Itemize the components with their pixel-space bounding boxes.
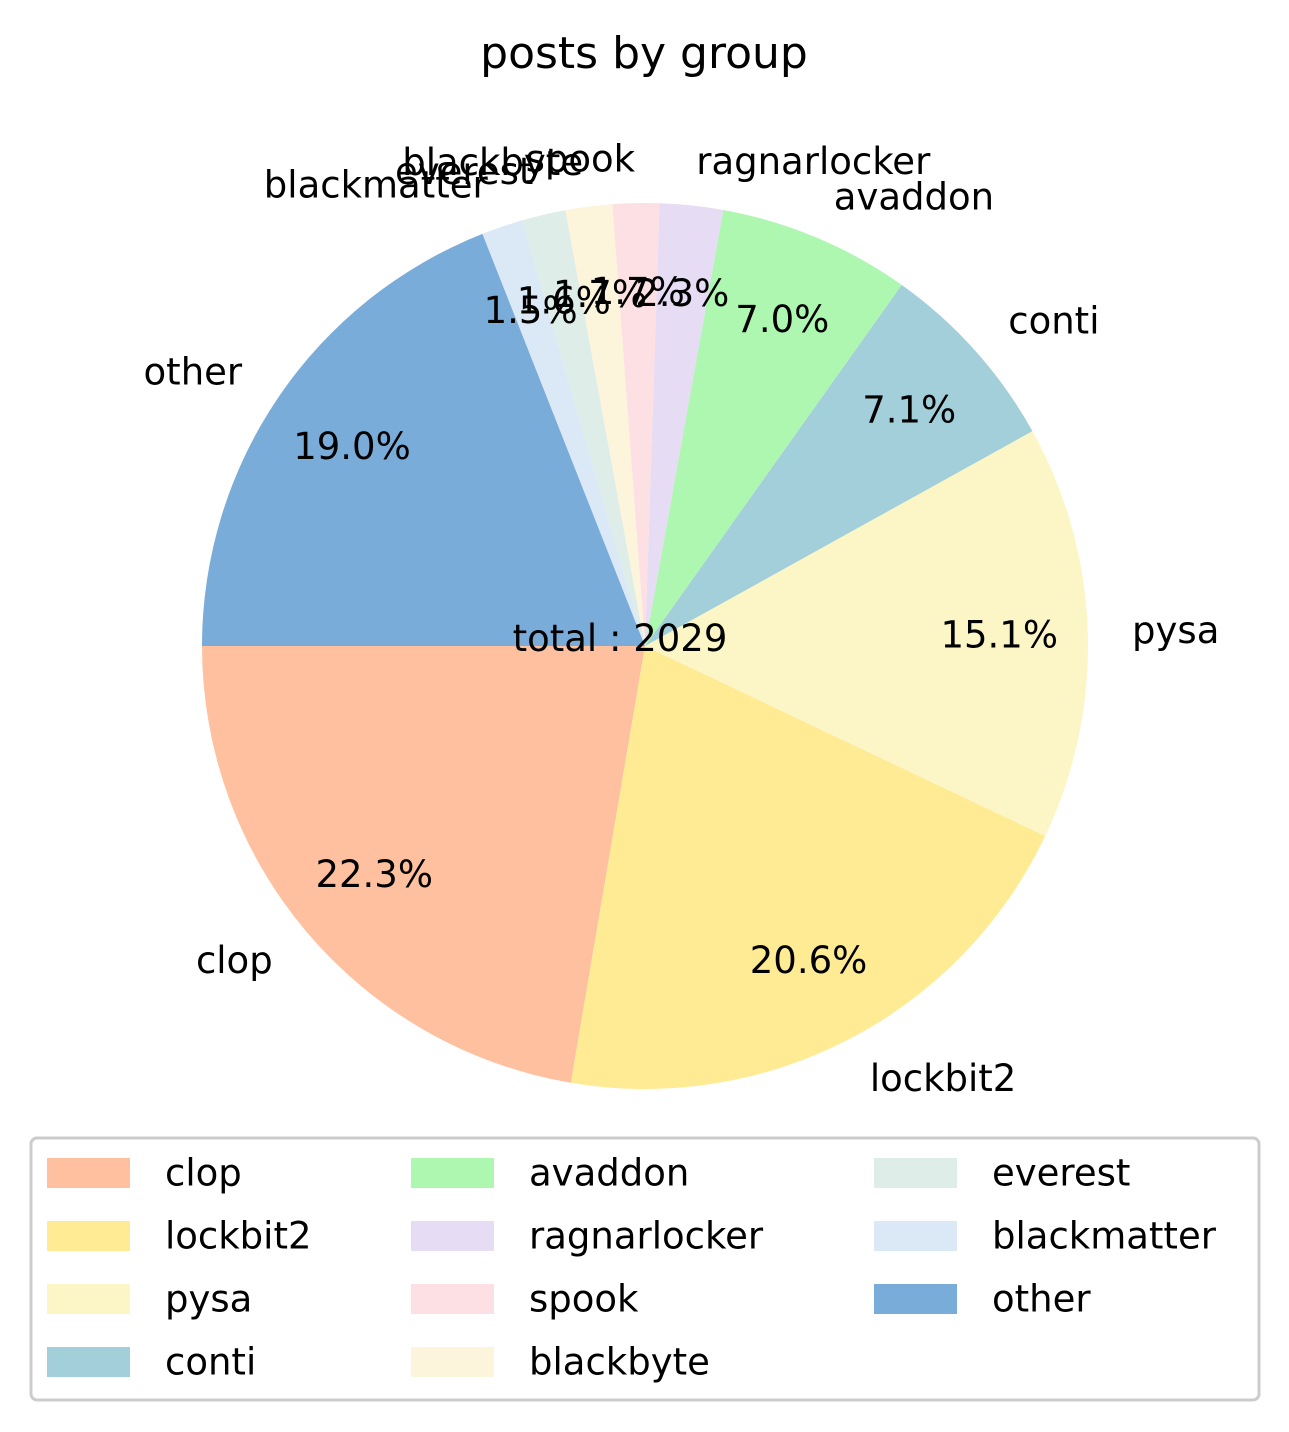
legend-swatch-conti	[47, 1347, 130, 1377]
slice-label-blackmatter: blackmatter	[264, 163, 489, 206]
slice-label-avaddon: avaddon	[834, 175, 994, 218]
pie-slice-ragnarlocker	[645, 203, 724, 646]
pie-slice-clop	[202, 646, 645, 1083]
pie-slice-blackbyte	[565, 204, 645, 646]
slice-percent-ragnarlocker: 2.3%	[635, 272, 729, 315]
chart-title: posts by group	[480, 28, 808, 79]
legend-label-ragnarlocker: ragnarlocker	[529, 1215, 764, 1258]
legend-label-other: other	[992, 1278, 1091, 1321]
legend-frame	[29, 1136, 1261, 1402]
legend-label-spook: spook	[529, 1278, 639, 1321]
slice-label-spook: spook	[526, 137, 636, 180]
slice-percent-lockbit2: 20.6%	[750, 939, 868, 982]
legend-swatch-avaddon	[411, 1158, 494, 1188]
legend-label-blackmatter: blackmatter	[992, 1215, 1217, 1258]
slice-label-ragnarlocker: ragnarlocker	[696, 140, 931, 183]
pie-slice-everest	[521, 210, 645, 647]
legend-label-clop: clop	[165, 1152, 242, 1195]
pie-slice-blackmatter	[482, 220, 645, 646]
legend-label-lockbit2: lockbit2	[165, 1215, 312, 1258]
legend-label-avaddon: avaddon	[529, 1152, 689, 1195]
legend-label-pysa: pysa	[165, 1278, 252, 1321]
pie-slice-conti	[645, 284, 1033, 646]
slice-percent-other: 19.0%	[293, 425, 411, 468]
legend-swatch-pysa	[47, 1284, 130, 1314]
legend-swatch-everest	[874, 1158, 957, 1188]
pie-slice-spook	[612, 203, 660, 647]
legend-label-conti: conti	[165, 1341, 256, 1384]
slice-label-pysa: pysa	[1132, 609, 1219, 652]
slice-label-lockbit2: lockbit2	[870, 1057, 1017, 1100]
slice-percent-spook: 1.7%	[591, 270, 685, 313]
pie-slices	[202, 203, 1088, 1089]
slice-label-conti: conti	[1008, 300, 1099, 343]
slice-label-everest: everest	[395, 150, 533, 193]
slice-label-other: other	[144, 350, 243, 393]
legend-swatch-clop	[47, 1158, 130, 1188]
pie-slice-other	[202, 233, 645, 646]
slice-label-clop: clop	[196, 939, 273, 982]
total-label: total : 2029	[513, 617, 728, 660]
pie-slice-avaddon	[645, 209, 902, 646]
legend: clop lockbit2 pysa conti avaddon ragnarlocker…	[29, 1136, 1261, 1402]
slice-percent-conti: 7.1%	[862, 388, 956, 431]
slice-percent-everest: 1.6%	[517, 280, 611, 323]
slice-percent-clop: 22.3%	[315, 853, 433, 896]
slice-percent-blackbyte: 1.7%	[553, 273, 647, 316]
legend-swatch-other	[874, 1284, 957, 1314]
legend-swatch-lockbit2	[47, 1221, 130, 1251]
legend-swatch-spook	[411, 1284, 494, 1314]
legend-swatch-blackbyte	[411, 1347, 494, 1377]
slice-percent-blackmatter: 1.5%	[484, 289, 578, 332]
slice-name-labels: clop lockbit2 pysa conti avaddonragnarlocker…	[144, 137, 1220, 1100]
slice-label-blackbyte: blackbyte	[402, 141, 583, 184]
slice-percent-avaddon: 7.0%	[735, 298, 829, 341]
slice-percent-labels: 22.3%20.6%15.1%7.1%7.0%2.3%1.7%1.7%1.6%1…	[293, 270, 1058, 982]
legend-swatch-ragnarlocker	[411, 1221, 494, 1251]
pie-slice-pysa	[645, 431, 1088, 837]
legend-label-blackbyte: blackbyte	[529, 1341, 710, 1384]
legend-label-everest: everest	[992, 1152, 1130, 1195]
pie-slice-lockbit2	[570, 646, 1046, 1089]
legend-swatch-blackmatter	[874, 1221, 957, 1251]
slice-percent-pysa: 15.1%	[940, 613, 1058, 656]
